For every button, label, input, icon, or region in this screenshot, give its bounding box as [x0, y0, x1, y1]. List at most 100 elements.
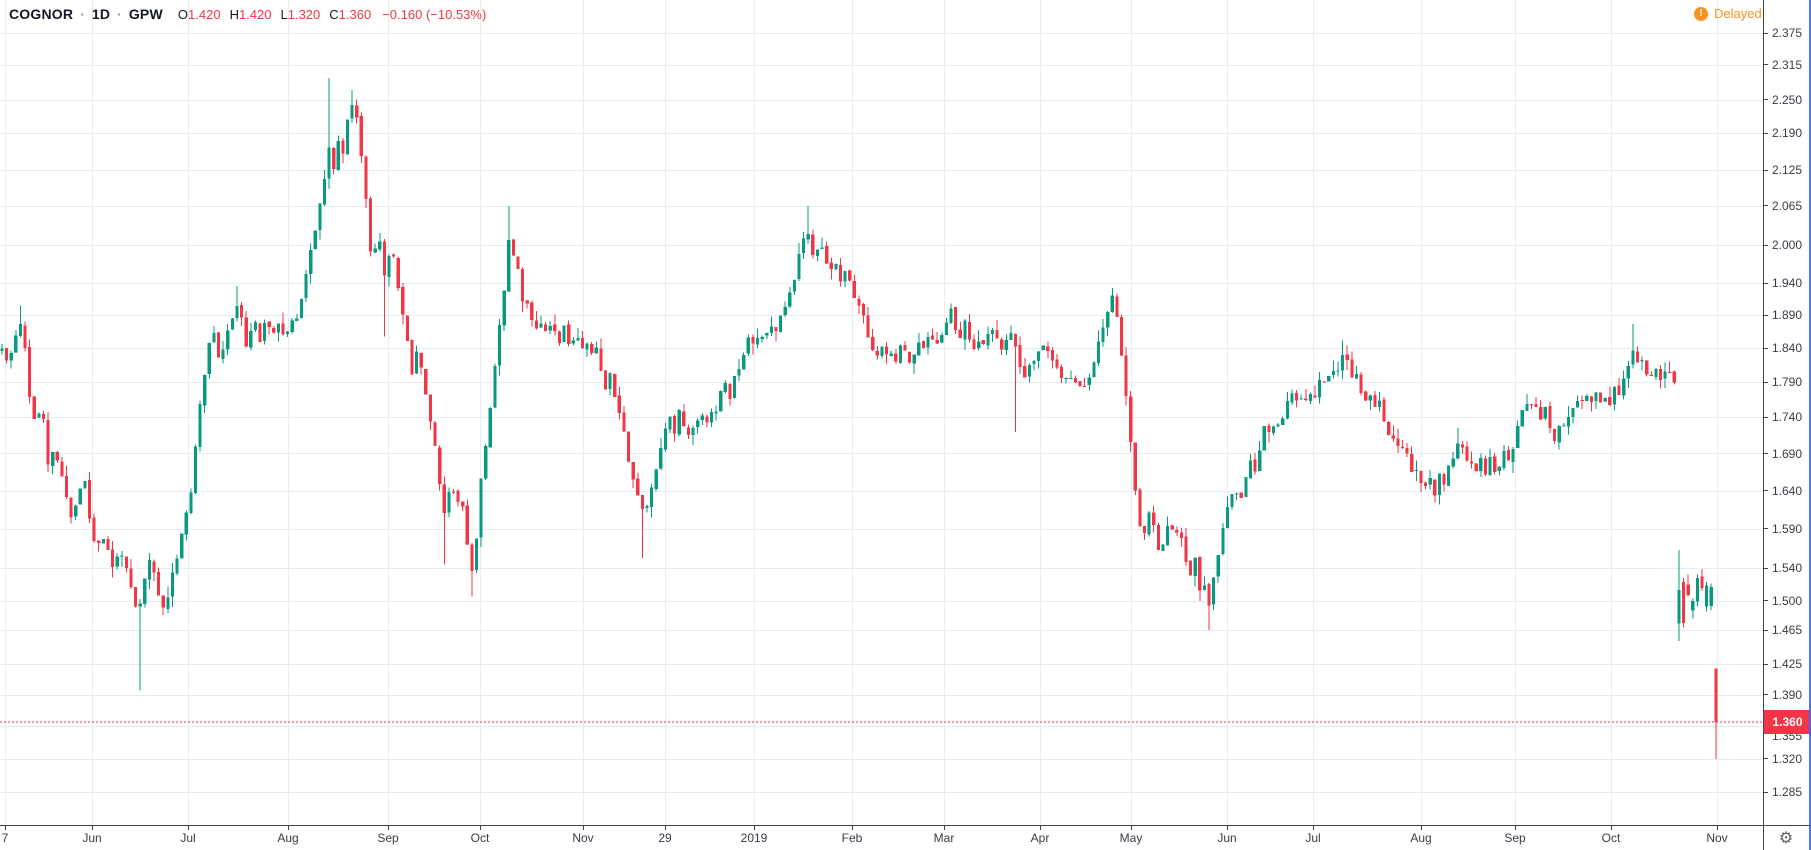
candle	[880, 346, 884, 359]
candle	[1221, 522, 1225, 556]
price-axis-label: 2.315	[1772, 57, 1803, 72]
candle	[871, 329, 875, 351]
candle	[797, 243, 801, 281]
candle	[686, 424, 690, 439]
candle	[1110, 288, 1114, 314]
candle	[309, 243, 313, 284]
candle	[700, 412, 704, 426]
candle	[811, 229, 815, 259]
candle	[769, 316, 773, 336]
candle	[281, 312, 285, 336]
candle	[1456, 428, 1460, 460]
candle	[1115, 293, 1119, 318]
candle	[1474, 463, 1478, 472]
candle	[64, 465, 69, 500]
candle	[1479, 453, 1483, 478]
candle	[1267, 423, 1271, 443]
candle	[921, 340, 925, 349]
candle	[1534, 397, 1538, 408]
candle	[138, 599, 142, 691]
candle	[967, 314, 972, 343]
candle	[345, 119, 350, 155]
candle	[1585, 394, 1589, 401]
price-axis-label: 1.425	[1772, 657, 1803, 672]
candle	[134, 586, 138, 608]
time-axis-label: Aug	[1410, 831, 1432, 845]
time-axis-label: Jul	[1305, 831, 1321, 845]
price-axis-label: 2.125	[1772, 163, 1803, 178]
candle	[755, 328, 760, 348]
time-axis-label: May	[1119, 831, 1143, 845]
candle	[622, 406, 626, 433]
candle	[286, 330, 290, 337]
ohlc-item: H1.420	[229, 6, 272, 22]
candle	[990, 327, 995, 342]
candle	[1336, 361, 1340, 377]
candle	[659, 437, 663, 471]
time-axis-tick	[1611, 826, 1612, 830]
candle	[263, 319, 267, 345]
candle	[474, 538, 479, 574]
candle	[1202, 576, 1206, 591]
candle	[240, 301, 244, 327]
time-axis-label: Nov	[572, 831, 594, 845]
candle	[1354, 365, 1359, 379]
candle	[1387, 421, 1391, 436]
price-chart-canvas[interactable]	[0, 0, 1763, 825]
time-axis-label: Mar	[933, 831, 955, 845]
candle	[1285, 391, 1289, 420]
interval-label[interactable]: 1D	[91, 6, 111, 22]
price-axis-tick	[1764, 99, 1768, 101]
candle	[1009, 325, 1013, 340]
price-axis-label: 1.320	[1772, 751, 1803, 766]
symbol-name[interactable]: COGNOR	[9, 6, 74, 22]
candle	[917, 333, 921, 356]
candle	[364, 155, 368, 208]
candle	[124, 556, 128, 573]
candle	[1539, 400, 1543, 421]
candle	[5, 348, 9, 364]
candle	[9, 350, 13, 369]
candle	[221, 340, 225, 364]
candle	[723, 380, 727, 394]
time-axis-label: Jun	[82, 831, 102, 845]
candle	[751, 334, 755, 355]
candle	[1589, 396, 1593, 412]
candle	[157, 567, 161, 596]
candle	[673, 414, 677, 442]
candle	[1622, 370, 1626, 400]
candle	[1046, 341, 1050, 358]
delayed-badge[interactable]: ! Delayed	[1694, 6, 1762, 21]
candle	[396, 256, 400, 292]
candle	[87, 471, 92, 524]
candle	[1428, 469, 1432, 490]
candle	[1345, 345, 1349, 370]
candle	[1147, 511, 1151, 537]
time-axis-tick	[1040, 826, 1041, 830]
candle	[544, 322, 548, 332]
candle	[1069, 370, 1073, 380]
candle	[548, 321, 552, 334]
candle	[1308, 392, 1312, 404]
candle	[1682, 578, 1686, 628]
ohlc-item: O1.420	[177, 6, 221, 22]
candle	[1193, 557, 1197, 587]
candle	[843, 270, 847, 287]
candle	[511, 239, 515, 256]
candle	[74, 504, 78, 521]
candle	[1304, 389, 1308, 402]
candle	[332, 147, 336, 175]
candle	[502, 290, 506, 331]
axis-settings-gear-icon[interactable]: ⚙	[1778, 828, 1794, 847]
time-axis-label: Nov	[1706, 831, 1728, 845]
time-axis[interactable]: ⚙ 7 Jun Jul Aug Sep Oct Nov 29 2019 Feb Mar Apr May J…	[0, 825, 1811, 850]
candle	[1258, 440, 1262, 471]
price-axis[interactable]: 1.355 1.360 2.375 2.315 2.250 2.190 2.125 2.0…	[1763, 0, 1811, 850]
price-axis-label: 2.190	[1772, 126, 1803, 141]
candle	[1262, 425, 1266, 451]
candle	[995, 320, 999, 339]
candle	[336, 135, 340, 171]
candle	[350, 90, 354, 124]
candle	[1654, 368, 1658, 380]
candle	[1295, 389, 1299, 408]
